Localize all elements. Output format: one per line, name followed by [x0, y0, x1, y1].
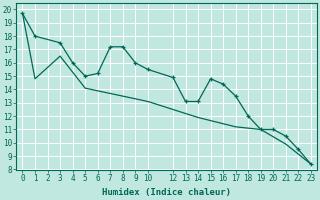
X-axis label: Humidex (Indice chaleur): Humidex (Indice chaleur)	[102, 188, 231, 197]
